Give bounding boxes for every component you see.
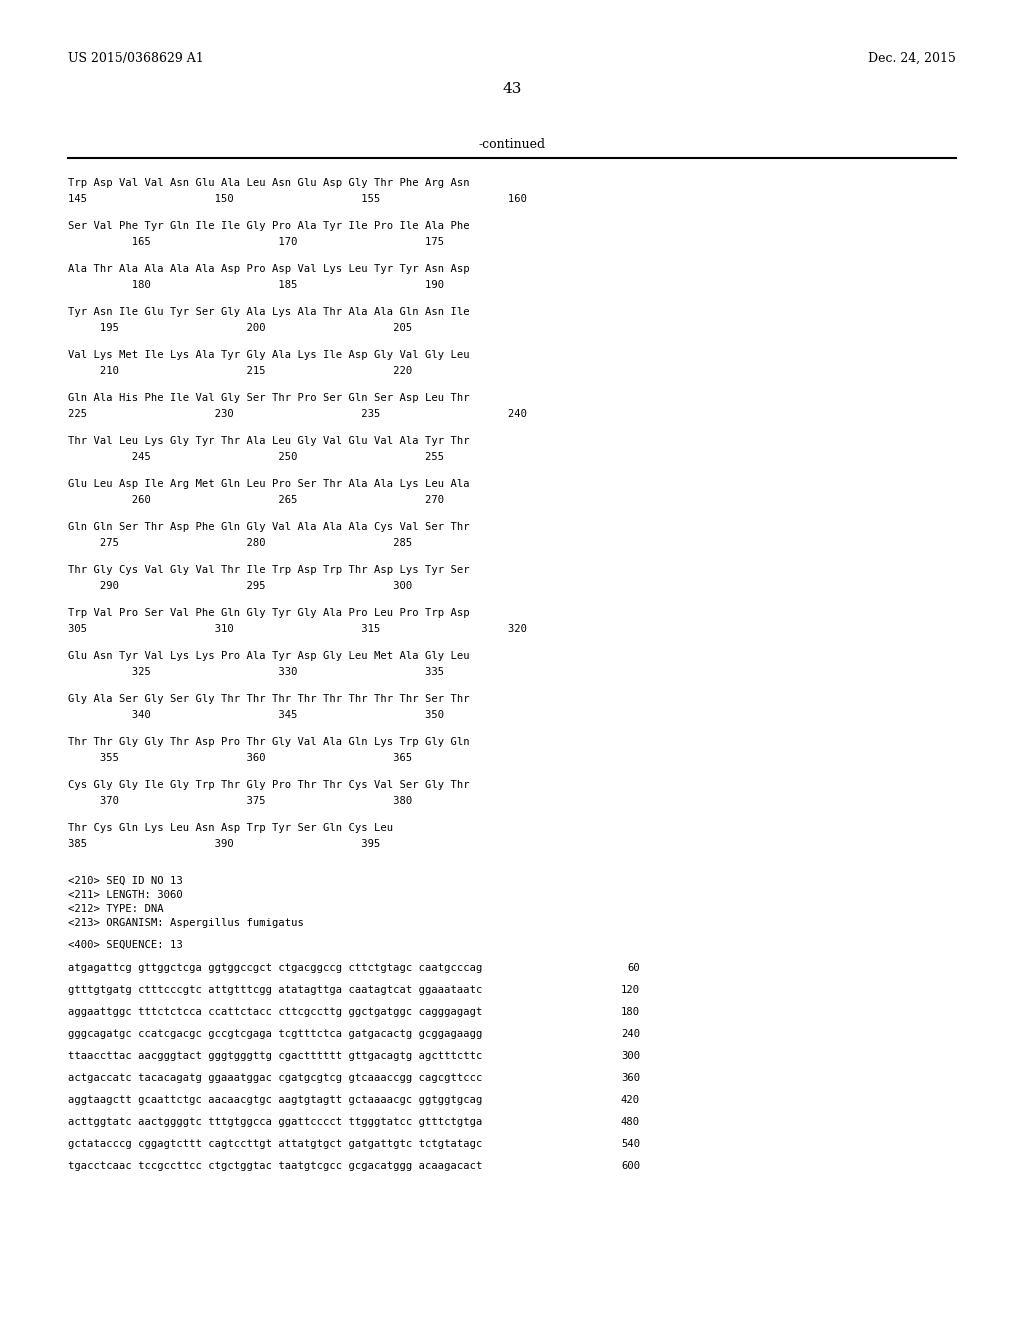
Text: <210> SEQ ID NO 13: <210> SEQ ID NO 13: [68, 876, 182, 886]
Text: 370                    375                    380: 370 375 380: [68, 796, 413, 807]
Text: gtttgtgatg ctttcccgtc attgtttcgg atatagttga caatagtcat ggaaataatc: gtttgtgatg ctttcccgtc attgtttcgg atatagt…: [68, 985, 482, 995]
Text: <400> SEQUENCE: 13: <400> SEQUENCE: 13: [68, 940, 182, 950]
Text: Val Lys Met Ile Lys Ala Tyr Gly Ala Lys Ile Asp Gly Val Gly Leu: Val Lys Met Ile Lys Ala Tyr Gly Ala Lys …: [68, 350, 470, 360]
Text: -continued: -continued: [478, 139, 546, 150]
Text: 540: 540: [621, 1139, 640, 1148]
Text: atgagattcg gttggctcga ggtggccgct ctgacggccg cttctgtagc caatgcccag: atgagattcg gttggctcga ggtggccgct ctgacgg…: [68, 964, 482, 973]
Text: 600: 600: [621, 1162, 640, 1171]
Text: 385                    390                    395: 385 390 395: [68, 840, 380, 849]
Text: 60: 60: [628, 964, 640, 973]
Text: 195                    200                    205: 195 200 205: [68, 323, 413, 333]
Text: <211> LENGTH: 3060: <211> LENGTH: 3060: [68, 890, 182, 900]
Text: actgaccatc tacacagatg ggaaatggac cgatgcgtcg gtcaaaccgg cagcgttccc: actgaccatc tacacagatg ggaaatggac cgatgcg…: [68, 1073, 482, 1082]
Text: 43: 43: [503, 82, 521, 96]
Text: Thr Cys Gln Lys Leu Asn Asp Trp Tyr Ser Gln Cys Leu: Thr Cys Gln Lys Leu Asn Asp Trp Tyr Ser …: [68, 822, 393, 833]
Text: Thr Val Leu Lys Gly Tyr Thr Ala Leu Gly Val Glu Val Ala Tyr Thr: Thr Val Leu Lys Gly Tyr Thr Ala Leu Gly …: [68, 436, 470, 446]
Text: 240: 240: [621, 1030, 640, 1039]
Text: Dec. 24, 2015: Dec. 24, 2015: [868, 51, 956, 65]
Text: 340                    345                    350: 340 345 350: [68, 710, 444, 719]
Text: Glu Asn Tyr Val Lys Lys Pro Ala Tyr Asp Gly Leu Met Ala Gly Leu: Glu Asn Tyr Val Lys Lys Pro Ala Tyr Asp …: [68, 651, 470, 661]
Text: 260                    265                    270: 260 265 270: [68, 495, 444, 506]
Text: US 2015/0368629 A1: US 2015/0368629 A1: [68, 51, 204, 65]
Text: 120: 120: [621, 985, 640, 995]
Text: gctatacccg cggagtcttt cagtccttgt attatgtgct gatgattgtc tctgtatagc: gctatacccg cggagtcttt cagtccttgt attatgt…: [68, 1139, 482, 1148]
Text: 180: 180: [621, 1007, 640, 1016]
Text: acttggtatc aactggggtc tttgtggcca ggattcccct ttgggtatcc gtttctgtga: acttggtatc aactggggtc tttgtggcca ggattcc…: [68, 1117, 482, 1127]
Text: Tyr Asn Ile Glu Tyr Ser Gly Ala Lys Ala Thr Ala Ala Gln Asn Ile: Tyr Asn Ile Glu Tyr Ser Gly Ala Lys Ala …: [68, 308, 470, 317]
Text: gggcagatgc ccatcgacgc gccgtcgaga tcgtttctca gatgacactg gcggagaagg: gggcagatgc ccatcgacgc gccgtcgaga tcgtttc…: [68, 1030, 482, 1039]
Text: Gln Ala His Phe Ile Val Gly Ser Thr Pro Ser Gln Ser Asp Leu Thr: Gln Ala His Phe Ile Val Gly Ser Thr Pro …: [68, 393, 470, 403]
Text: 275                    280                    285: 275 280 285: [68, 539, 413, 548]
Text: Trp Asp Val Val Asn Glu Ala Leu Asn Glu Asp Gly Thr Phe Arg Asn: Trp Asp Val Val Asn Glu Ala Leu Asn Glu …: [68, 178, 470, 187]
Text: 245                    250                    255: 245 250 255: [68, 451, 444, 462]
Text: Thr Thr Gly Gly Thr Asp Pro Thr Gly Val Ala Gln Lys Trp Gly Gln: Thr Thr Gly Gly Thr Asp Pro Thr Gly Val …: [68, 737, 470, 747]
Text: Ala Thr Ala Ala Ala Ala Asp Pro Asp Val Lys Leu Tyr Tyr Asn Asp: Ala Thr Ala Ala Ala Ala Asp Pro Asp Val …: [68, 264, 470, 275]
Text: 360: 360: [621, 1073, 640, 1082]
Text: ttaaccttac aacgggtact gggtgggttg cgactttttt gttgacagtg agctttcttc: ttaaccttac aacgggtact gggtgggttg cgacttt…: [68, 1051, 482, 1061]
Text: 480: 480: [621, 1117, 640, 1127]
Text: 355                    360                    365: 355 360 365: [68, 752, 413, 763]
Text: Gly Ala Ser Gly Ser Gly Thr Thr Thr Thr Thr Thr Thr Thr Ser Thr: Gly Ala Ser Gly Ser Gly Thr Thr Thr Thr …: [68, 694, 470, 704]
Text: tgacctcaac tccgccttcc ctgctggtac taatgtcgcc gcgacatggg acaagacact: tgacctcaac tccgccttcc ctgctggtac taatgtc…: [68, 1162, 482, 1171]
Text: Gln Gln Ser Thr Asp Phe Gln Gly Val Ala Ala Ala Cys Val Ser Thr: Gln Gln Ser Thr Asp Phe Gln Gly Val Ala …: [68, 521, 470, 532]
Text: 165                    170                    175: 165 170 175: [68, 238, 444, 247]
Text: 305                    310                    315                    320: 305 310 315 320: [68, 624, 527, 634]
Text: Trp Val Pro Ser Val Phe Gln Gly Tyr Gly Ala Pro Leu Pro Trp Asp: Trp Val Pro Ser Val Phe Gln Gly Tyr Gly …: [68, 609, 470, 618]
Text: 145                    150                    155                    160: 145 150 155 160: [68, 194, 527, 205]
Text: 290                    295                    300: 290 295 300: [68, 581, 413, 591]
Text: aggtaagctt gcaattctgc aacaacgtgc aagtgtagtt gctaaaacgc ggtggtgcag: aggtaagctt gcaattctgc aacaacgtgc aagtgta…: [68, 1096, 482, 1105]
Text: 325                    330                    335: 325 330 335: [68, 667, 444, 677]
Text: Cys Gly Gly Ile Gly Trp Thr Gly Pro Thr Thr Cys Val Ser Gly Thr: Cys Gly Gly Ile Gly Trp Thr Gly Pro Thr …: [68, 780, 470, 789]
Text: 180                    185                    190: 180 185 190: [68, 280, 444, 290]
Text: 225                    230                    235                    240: 225 230 235 240: [68, 409, 527, 418]
Text: aggaattggc tttctctcca ccattctacc cttcgccttg ggctgatggc cagggagagt: aggaattggc tttctctcca ccattctacc cttcgcc…: [68, 1007, 482, 1016]
Text: Thr Gly Cys Val Gly Val Thr Ile Trp Asp Trp Thr Asp Lys Tyr Ser: Thr Gly Cys Val Gly Val Thr Ile Trp Asp …: [68, 565, 470, 576]
Text: <212> TYPE: DNA: <212> TYPE: DNA: [68, 904, 164, 913]
Text: 420: 420: [621, 1096, 640, 1105]
Text: Glu Leu Asp Ile Arg Met Gln Leu Pro Ser Thr Ala Ala Lys Leu Ala: Glu Leu Asp Ile Arg Met Gln Leu Pro Ser …: [68, 479, 470, 488]
Text: <213> ORGANISM: Aspergillus fumigatus: <213> ORGANISM: Aspergillus fumigatus: [68, 917, 304, 928]
Text: 210                    215                    220: 210 215 220: [68, 366, 413, 376]
Text: 300: 300: [621, 1051, 640, 1061]
Text: Ser Val Phe Tyr Gln Ile Ile Gly Pro Ala Tyr Ile Pro Ile Ala Phe: Ser Val Phe Tyr Gln Ile Ile Gly Pro Ala …: [68, 220, 470, 231]
